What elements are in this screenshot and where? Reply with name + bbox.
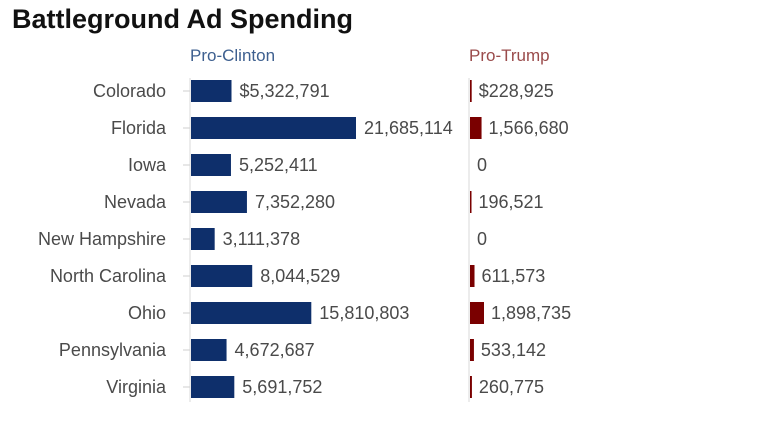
- value-label-clinton: 5,691,752: [242, 377, 322, 397]
- category-label: North Carolina: [50, 266, 167, 286]
- value-label-trump: 533,142: [481, 340, 546, 360]
- value-label-clinton: 15,810,803: [319, 303, 409, 323]
- bar-clinton: [191, 80, 232, 102]
- bar-clinton: [191, 228, 215, 250]
- value-label-trump: 0: [477, 229, 487, 249]
- bar-clinton: [191, 302, 312, 324]
- value-label-clinton: 21,685,114: [364, 118, 453, 138]
- bar-clinton: [191, 117, 356, 139]
- value-label-trump: 260,775: [479, 377, 544, 397]
- category-label: Colorado: [93, 81, 166, 101]
- category-label: Ohio: [128, 303, 166, 323]
- bar-clinton: [191, 339, 227, 361]
- chart-title: Battleground Ad Spending: [12, 4, 353, 34]
- bar-trump: [470, 376, 472, 398]
- bar-clinton: [191, 265, 253, 287]
- bar-trump: [470, 191, 472, 213]
- value-label-trump: 1,566,680: [489, 118, 569, 138]
- series-header-clinton: Pro-Clinton: [190, 46, 275, 65]
- value-label-clinton: $5,322,791: [240, 81, 330, 101]
- value-label-clinton: 5,252,411: [239, 155, 318, 175]
- category-label: Virginia: [106, 377, 167, 397]
- bar-trump: [470, 302, 484, 324]
- bar-clinton: [191, 191, 247, 213]
- value-label-clinton: 7,352,280: [255, 192, 335, 212]
- value-label-trump: 0: [477, 155, 487, 175]
- value-label-clinton: 3,111,378: [223, 229, 300, 249]
- category-label: Iowa: [128, 155, 167, 175]
- value-label-clinton: 8,044,529: [260, 266, 340, 286]
- value-label-trump: $228,925: [479, 81, 554, 101]
- bar-clinton: [191, 154, 231, 176]
- bar-trump: [470, 339, 474, 361]
- bar-trump: [470, 80, 472, 102]
- bar-clinton: [191, 376, 235, 398]
- category-label: New Hampshire: [38, 229, 166, 249]
- bar-trump: [470, 117, 482, 139]
- category-label: Florida: [111, 118, 167, 138]
- value-label-trump: 1,898,735: [491, 303, 571, 323]
- value-label-trump: 196,521: [479, 192, 544, 212]
- category-label: Nevada: [104, 192, 167, 212]
- value-label-clinton: 4,672,687: [235, 340, 315, 360]
- series-header-trump: Pro-Trump: [469, 46, 550, 65]
- bar-trump: [470, 265, 475, 287]
- value-label-trump: 611,573: [482, 266, 546, 286]
- category-label: Pennsylvania: [59, 340, 167, 360]
